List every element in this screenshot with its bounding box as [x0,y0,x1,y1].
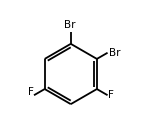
Text: F: F [28,87,33,97]
Text: F: F [108,90,114,100]
Text: Br: Br [109,48,120,58]
Text: Br: Br [64,20,76,30]
